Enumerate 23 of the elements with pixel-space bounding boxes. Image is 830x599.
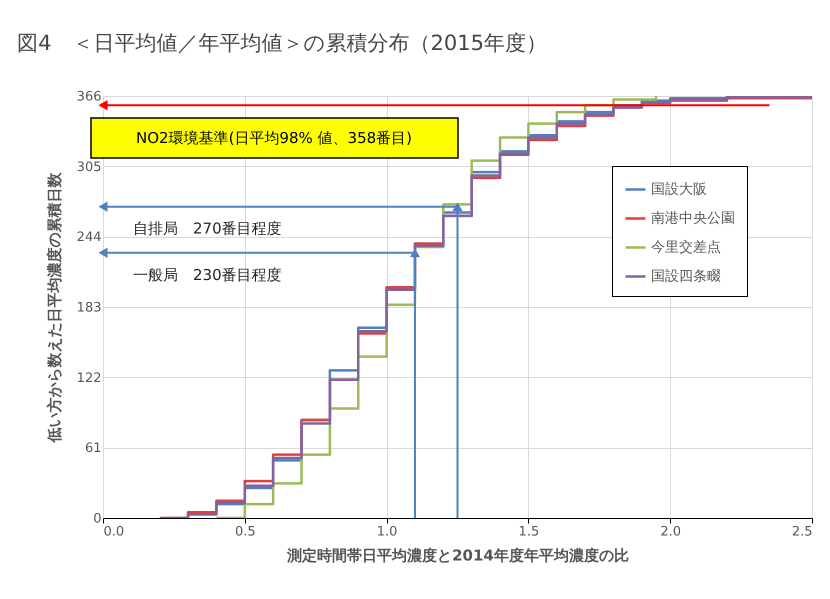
- x-tick-label: 1.5: [518, 524, 540, 540]
- legend-label: 国設四条畷: [651, 268, 721, 284]
- x-tick-label: 2.0: [660, 524, 682, 540]
- y-tick-label: 0: [93, 512, 102, 526]
- chart-title: 図4 ＜日平均値／年平均値＞の累積分布（2015年度）: [17, 31, 547, 55]
- y-tick-label: 61: [84, 441, 102, 456]
- ref-line-label: NO2環境基準(日平均98% 値、358番目): [136, 129, 412, 147]
- y-tick-label: 183: [76, 300, 102, 316]
- x-tick-label: 0.5: [234, 524, 256, 540]
- legend-label: 国設大阪: [651, 182, 707, 198]
- y-tick-label: 122: [76, 370, 102, 386]
- x-tick-label: 1.0: [376, 524, 398, 540]
- x-axis-title: 測定時間帯日平均濃度と2014年度年平均濃度の比: [286, 546, 629, 564]
- ref-line-label: 自排局 270番目程度: [133, 220, 282, 238]
- x-tick-label: 0.0: [104, 524, 124, 540]
- y-tick-label: 305: [76, 160, 102, 175]
- ref-line-label: 一般局 230番目程度: [133, 266, 282, 284]
- legend-label: 今里交差点: [651, 240, 721, 256]
- y-axis-title: 低い方から数えた日平均濃度の累積日数: [46, 172, 64, 444]
- x-tick-label: 2.5: [792, 524, 812, 540]
- y-tick-label: 244: [76, 230, 102, 246]
- y-tick-label: 366: [76, 90, 102, 104]
- legend-label: 南港中央公園: [651, 210, 735, 226]
